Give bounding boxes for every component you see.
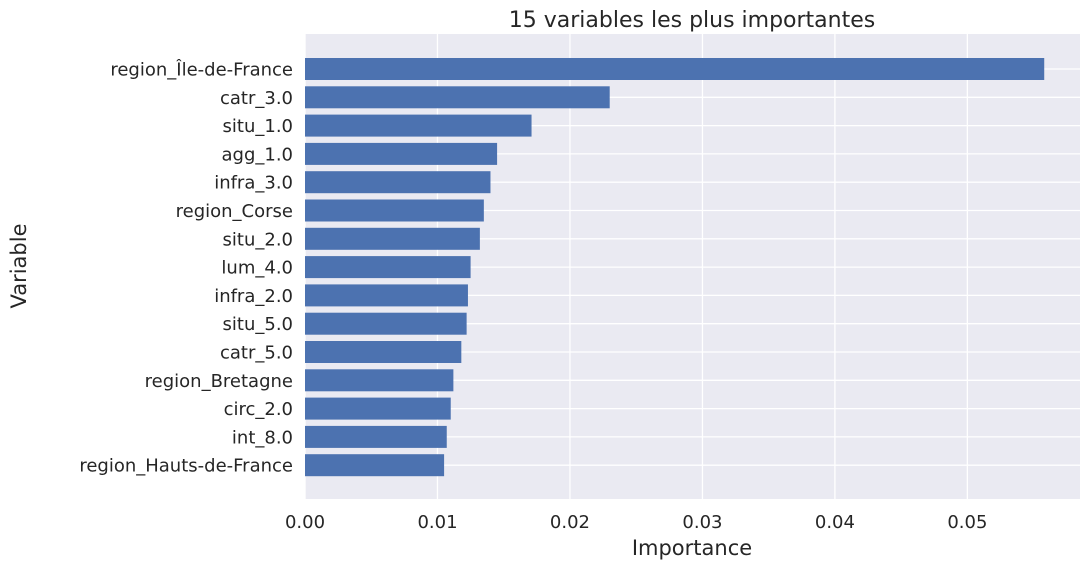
- y-tick-label: catr_5.0: [220, 343, 293, 364]
- bar: [305, 227, 480, 250]
- y-tick-label: catr_3.0: [220, 88, 293, 109]
- bar: [305, 312, 467, 335]
- bar: [305, 397, 451, 420]
- y-tick-label: region_Bretagne: [145, 371, 293, 392]
- bar: [305, 199, 484, 222]
- y-tick-label: situ_2.0: [223, 229, 293, 250]
- x-tick-label: 0.05: [947, 512, 987, 533]
- y-tick-label: lum_4.0: [221, 258, 293, 279]
- x-tick-label: 0.02: [550, 512, 590, 533]
- y-tick-label: circ_2.0: [224, 399, 293, 420]
- y-tick-labels: region_Île-de-France catr_3.0 situ_1.0 agg_…: [79, 59, 293, 477]
- x-tick-label: 0.01: [417, 512, 457, 533]
- x-tick-label: 0.00: [285, 512, 325, 533]
- bar: [305, 86, 610, 109]
- y-tick-label: region_Île-de-France: [110, 59, 293, 81]
- y-tick-label: situ_1.0: [223, 116, 293, 137]
- bar: [305, 425, 447, 448]
- bars: [305, 58, 1045, 477]
- y-tick-label: region_Hauts-de-France: [79, 456, 293, 477]
- bar: [305, 454, 445, 477]
- bar: [305, 256, 471, 279]
- y-tick-label: agg_1.0: [221, 144, 293, 165]
- x-tick-labels: 0.00 0.01 0.02 0.03 0.04 0.05: [285, 512, 987, 533]
- bar: [305, 114, 532, 137]
- bar: [305, 284, 468, 307]
- y-tick-label: situ_5.0: [223, 314, 293, 335]
- y-tick-label: region_Corse: [176, 201, 293, 222]
- y-tick-label: int_8.0: [232, 427, 293, 448]
- y-tick-label: infra_3.0: [214, 173, 293, 194]
- chart-title: 15 variables les plus importantes: [509, 8, 875, 33]
- y-axis-title: Variable: [7, 223, 31, 308]
- y-tick-label: infra_2.0: [214, 286, 293, 307]
- x-tick-label: 0.03: [682, 512, 722, 533]
- x-axis-title: Importance: [632, 536, 752, 560]
- bar: [305, 369, 454, 392]
- bar: [305, 58, 1045, 80]
- bar: [305, 142, 498, 165]
- bar: [305, 341, 462, 363]
- bar: [305, 171, 491, 194]
- x-tick-label: 0.04: [815, 512, 855, 533]
